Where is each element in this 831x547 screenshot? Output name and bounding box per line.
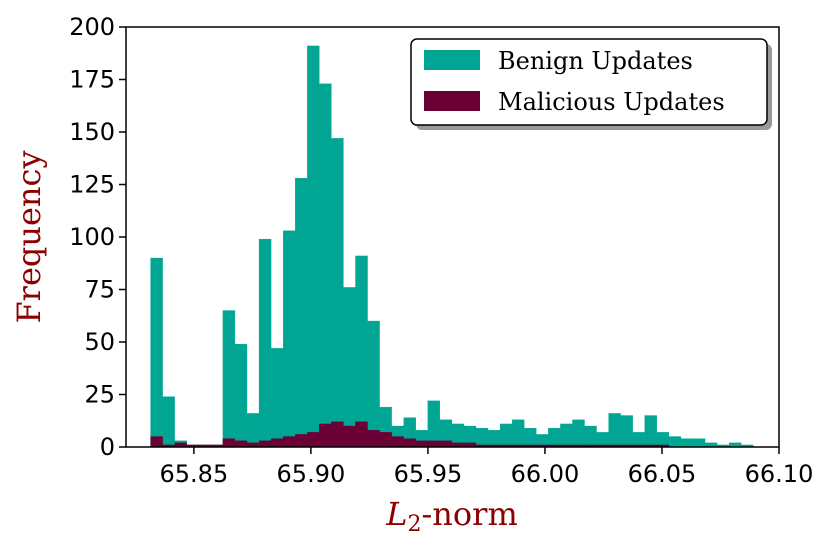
y-tick-label: 25 xyxy=(84,381,115,409)
y-axis-label: Frequency xyxy=(10,150,48,323)
legend-swatch-benign xyxy=(424,50,480,70)
benign-bar xyxy=(475,427,489,448)
benign-bar xyxy=(680,438,694,448)
malicious-bar xyxy=(367,430,380,448)
x-tick-label: 66.05 xyxy=(628,460,697,488)
benign-bar xyxy=(246,413,260,448)
benign-bar xyxy=(668,436,682,448)
benign-bar xyxy=(258,238,272,448)
x-axis-label-subscript: 2 xyxy=(407,512,421,537)
y-tick-label: 125 xyxy=(69,171,115,199)
malicious-series xyxy=(150,421,670,448)
x-tick-label: 65.95 xyxy=(394,460,463,488)
benign-bar xyxy=(427,400,441,448)
benign-bar xyxy=(283,230,296,448)
benign-bar xyxy=(355,255,368,448)
y-tick-label: 50 xyxy=(84,328,115,356)
benign-bar xyxy=(608,413,621,448)
malicious-bar xyxy=(307,432,320,448)
malicious-bar xyxy=(403,438,416,448)
y-tick-label: 100 xyxy=(69,223,115,251)
legend: Benign Updates Malicious Updates xyxy=(410,38,772,130)
x-tick-label: 66.00 xyxy=(511,460,580,488)
y-tick-label: 175 xyxy=(69,66,115,94)
y-tick-label: 75 xyxy=(84,276,115,304)
malicious-bar xyxy=(258,440,272,448)
benign-bar xyxy=(343,287,356,448)
x-axis-label-main: L xyxy=(385,495,407,533)
malicious-bar xyxy=(415,440,428,448)
malicious-bar xyxy=(283,436,296,448)
x-tick-label: 65.85 xyxy=(160,460,229,488)
malicious-bar xyxy=(234,440,248,448)
x-axis-label-suffix: -norm xyxy=(421,495,517,533)
benign-bar xyxy=(150,257,163,448)
benign-bar xyxy=(692,438,706,448)
malicious-bar xyxy=(427,440,441,448)
legend-label-malicious: Malicious Updates xyxy=(498,88,725,116)
x-axis-label: L2-norm xyxy=(385,495,518,537)
benign-bar xyxy=(295,178,308,448)
benign-bar xyxy=(307,45,320,448)
malicious-bar xyxy=(439,440,453,448)
benign-bar xyxy=(319,83,332,448)
benign-bar xyxy=(234,343,248,448)
x-axis: 65.85 65.90 65.95 66.00 66.05 66.10 xyxy=(160,447,814,488)
benign-bar xyxy=(512,419,525,448)
malicious-bar xyxy=(343,425,356,448)
benign-bar xyxy=(548,427,561,448)
benign-bar xyxy=(584,425,597,448)
benign-bar xyxy=(620,415,633,448)
benign-bar xyxy=(270,348,284,448)
x-tick-label: 65.90 xyxy=(277,460,346,488)
legend-box xyxy=(410,38,768,126)
benign-series xyxy=(150,45,754,448)
legend-swatch-malicious xyxy=(424,91,480,111)
benign-bar xyxy=(162,396,175,448)
benign-bar xyxy=(499,423,513,448)
y-tick-label: 200 xyxy=(69,13,115,41)
malicious-bar xyxy=(379,432,392,448)
malicious-bar xyxy=(295,434,308,448)
malicious-bar xyxy=(319,423,332,448)
benign-bar xyxy=(222,310,236,448)
benign-bar xyxy=(487,430,501,448)
malicious-bar xyxy=(355,421,368,448)
y-tick-label: 150 xyxy=(69,118,115,146)
legend-label-benign: Benign Updates xyxy=(498,47,693,75)
benign-bar xyxy=(331,138,344,448)
malicious-bar xyxy=(270,438,284,448)
benign-bar xyxy=(524,427,537,448)
y-axis: 0 25 50 75 100 125 150 175 200 xyxy=(69,13,126,461)
benign-bar xyxy=(367,320,380,448)
malicious-bar xyxy=(222,438,236,448)
benign-bar xyxy=(644,415,657,448)
benign-bar xyxy=(572,419,585,448)
malicious-bar xyxy=(331,421,344,448)
x-tick-label: 66.10 xyxy=(745,460,814,488)
y-tick-label: 0 xyxy=(100,433,115,461)
benign-bar xyxy=(560,423,573,448)
malicious-bar xyxy=(391,436,404,448)
malicious-bar xyxy=(150,436,163,448)
